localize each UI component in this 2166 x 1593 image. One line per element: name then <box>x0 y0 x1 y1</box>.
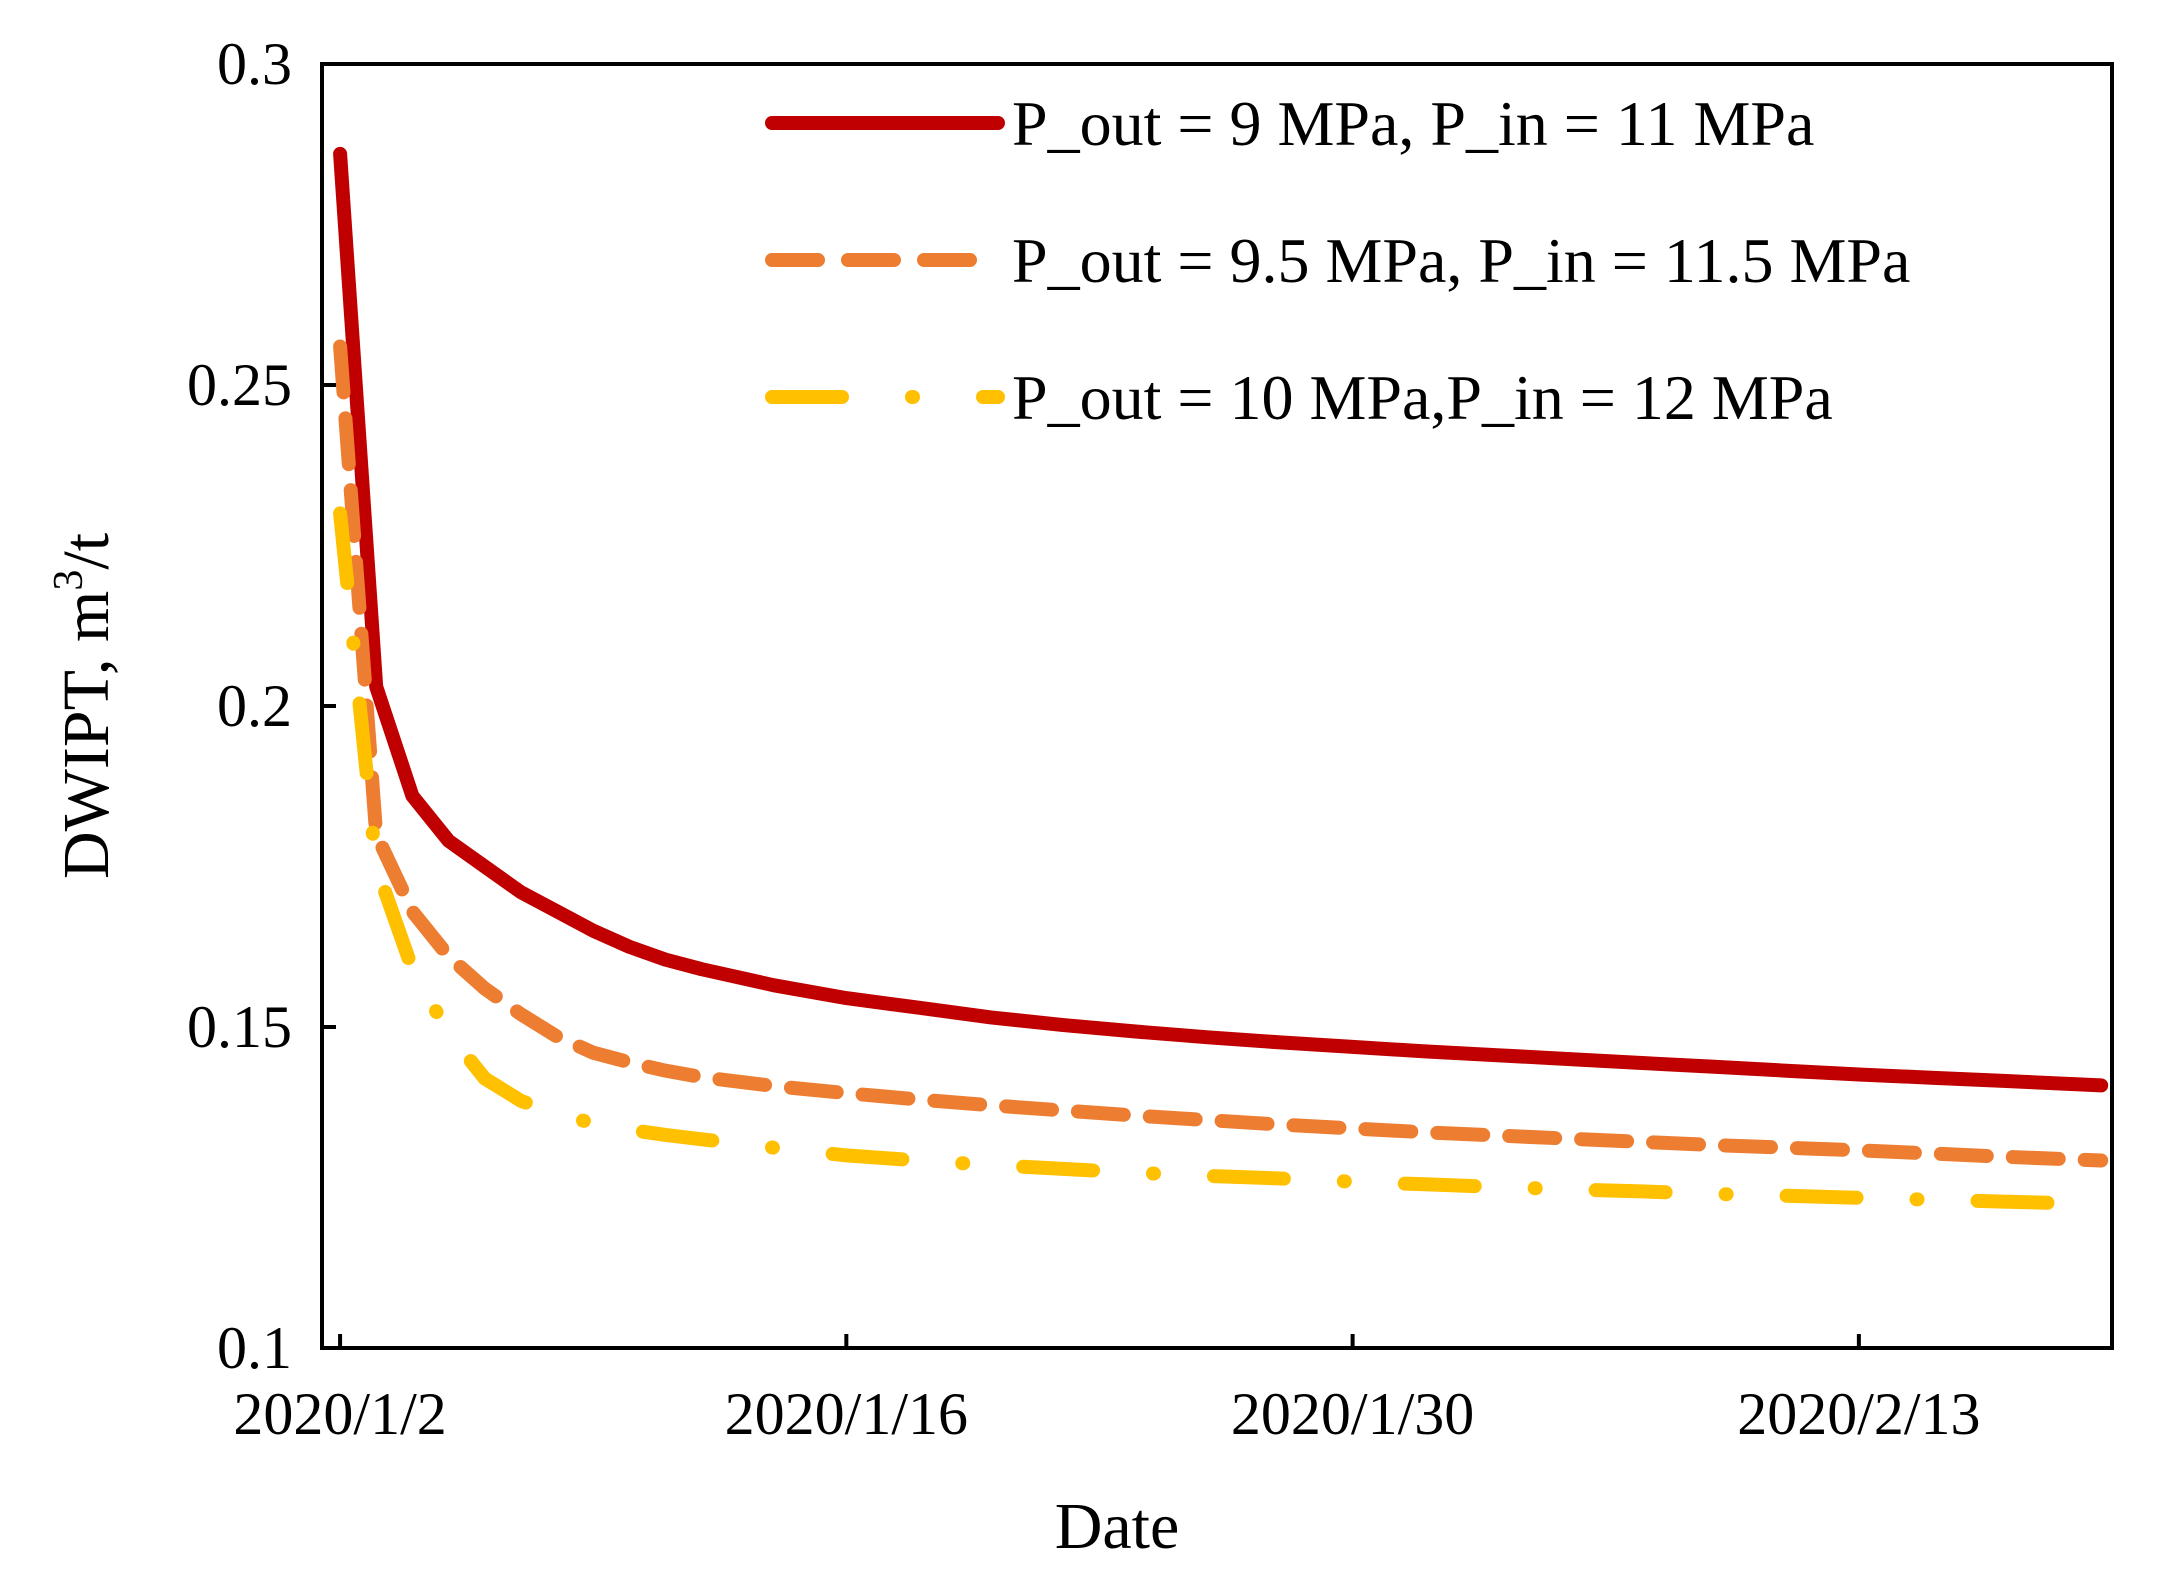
legend-label-0: P_out = 9 MPa, P_in = 11 MPa <box>1012 88 1814 159</box>
y-tick-label-3: 0.25 <box>187 352 292 418</box>
y-axis: 0.1 0.15 0.2 0.25 0.3 <box>187 31 336 1381</box>
y-axis-title: DWIPT, m3/t <box>46 533 123 879</box>
x-axis-title: Date <box>1055 1490 1180 1563</box>
y-tick-label-1: 0.15 <box>187 994 292 1060</box>
x-tick-label-1: 2020/1/16 <box>725 1381 968 1447</box>
y-tick-label-2: 0.2 <box>217 673 292 739</box>
series-layer <box>333 146 2109 1212</box>
y-axis-title-main: DWIPT, m <box>50 591 123 879</box>
y-tick-label-4: 0.3 <box>217 31 292 97</box>
series-line-0 <box>333 146 2109 1093</box>
x-axis: 2020/1/2 2020/1/16 2020/1/30 2020/2/13 <box>233 1334 1981 1447</box>
legend-label-1: P_out = 9.5 MPa, P_in = 11.5 MPa <box>1012 225 1910 296</box>
legend: P_out = 9 MPa, P_in = 11 MPa P_out = 9.5… <box>765 88 1910 433</box>
y-axis-title-suffix: /t <box>50 533 123 570</box>
x-tick-label-3: 2020/2/13 <box>1737 1381 1980 1447</box>
series-line-2 <box>333 506 2109 1212</box>
x-tick-label-2: 2020/1/30 <box>1231 1381 1474 1447</box>
legend-label-2: P_out = 10 MPa,P_in = 12 MPa <box>1012 362 1833 433</box>
y-axis-title-superscript: 3 <box>46 570 92 591</box>
series-line-1 <box>333 339 2109 1168</box>
y-tick-label-0: 0.1 <box>217 1315 292 1381</box>
x-tick-label-0: 2020/1/2 <box>233 1381 446 1447</box>
